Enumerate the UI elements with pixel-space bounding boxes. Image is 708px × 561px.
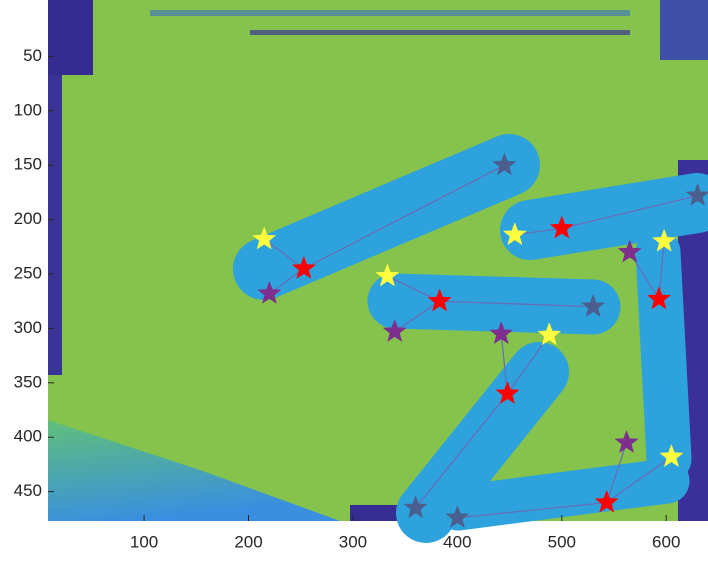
x-tick-label: 400 [443, 532, 471, 551]
star-marker [427, 288, 452, 312]
star-marker [445, 504, 470, 528]
star-marker [495, 380, 520, 404]
image-region [660, 0, 708, 60]
star-marker [502, 222, 527, 246]
star-marker [685, 182, 708, 206]
star-marker [614, 429, 639, 453]
link-line [415, 393, 508, 509]
depth-image [48, 0, 708, 543]
link-line [500, 333, 509, 394]
star-marker [652, 228, 677, 252]
image-region [250, 30, 630, 35]
star-marker [257, 280, 282, 304]
object-blob [233, 134, 540, 300]
object-blob [635, 229, 692, 482]
star-marker [537, 322, 562, 346]
y-tick-label: 100 [14, 100, 42, 119]
y-tick-label: 350 [14, 372, 42, 391]
y-tick-label: 50 [23, 46, 42, 65]
x-tick-label: 300 [339, 532, 367, 551]
link-line [606, 456, 672, 503]
star-marker [581, 293, 606, 317]
y-tick-label: 200 [14, 209, 42, 228]
link-line [263, 238, 305, 270]
star-marker [659, 444, 684, 468]
y-tick-label: 150 [14, 155, 42, 174]
link-line [303, 164, 505, 270]
star-marker [646, 286, 671, 310]
x-tick-label: 200 [234, 532, 262, 551]
link-line [606, 442, 628, 503]
star-marker [375, 263, 400, 287]
star-marker [549, 215, 574, 239]
y-tick-label: 400 [14, 427, 42, 446]
image-region [48, 420, 340, 521]
x-tick-label: 600 [652, 532, 680, 551]
object-blob [435, 458, 690, 531]
star-marker [594, 489, 619, 513]
link-line [439, 300, 594, 308]
link-line [457, 501, 607, 519]
star-marker [291, 255, 316, 279]
x-tick-label: 100 [130, 532, 158, 551]
image-background [48, 0, 708, 521]
star-marker [382, 318, 407, 342]
object-blob [396, 342, 569, 543]
y-tick-label: 450 [14, 481, 42, 500]
star-marker [492, 152, 517, 176]
star-marker [252, 226, 277, 250]
image-region [48, 0, 93, 75]
star-marker [489, 321, 514, 345]
y-tick-label: 300 [14, 318, 42, 337]
image-region [48, 75, 62, 375]
link-line [394, 300, 440, 333]
image-region [150, 10, 630, 16]
link-line [387, 275, 440, 302]
star-marker [617, 239, 642, 263]
x-tick-label: 500 [548, 532, 576, 551]
y-tick-label: 250 [14, 263, 42, 282]
link-line [561, 195, 698, 229]
star-marker [403, 495, 428, 519]
